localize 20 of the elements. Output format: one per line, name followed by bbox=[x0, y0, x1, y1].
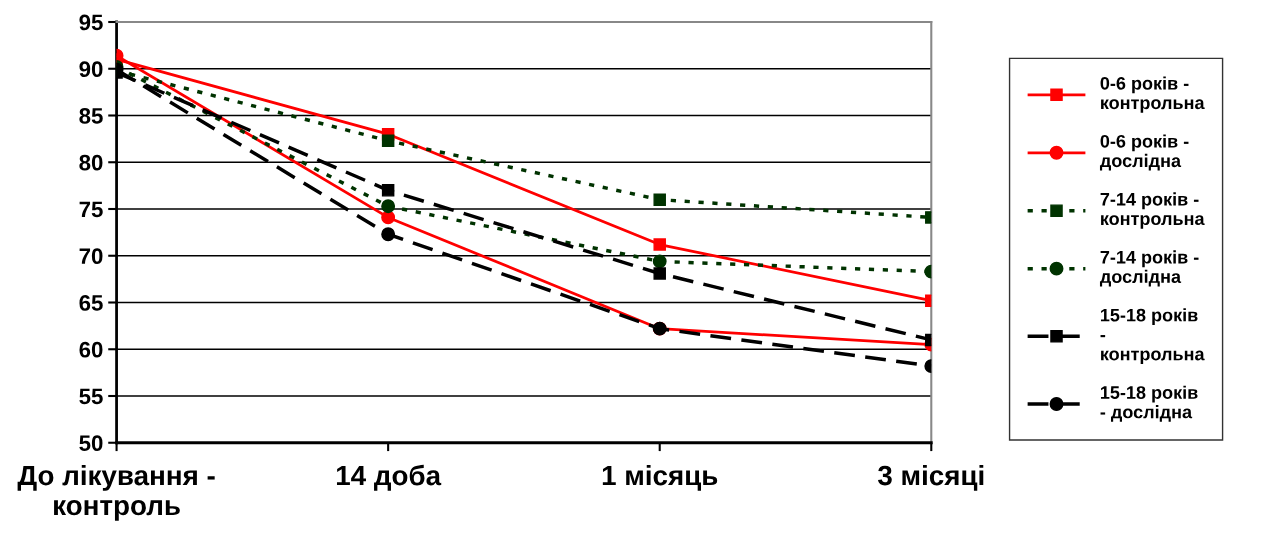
y-tick-label: 80 bbox=[79, 154, 103, 171]
y-tick-label: 85 bbox=[79, 108, 103, 124]
y-tick-label: 70 bbox=[79, 248, 103, 265]
y-tick-label: 50 bbox=[79, 435, 103, 452]
x-tick-label: 1 місяць bbox=[602, 464, 718, 491]
x-tick-label: 14 доба bbox=[336, 464, 442, 491]
x-tick-label: До лікування - контроль bbox=[17, 464, 215, 521]
y-tick-label: 65 bbox=[79, 295, 103, 311]
legend-label: 7-14 років - дослідна bbox=[1099, 250, 1199, 287]
y-tick-label: 90 bbox=[79, 61, 103, 78]
legend-label: 0-6 років - дослідна bbox=[1099, 134, 1189, 171]
y-tick-label: 75 bbox=[79, 201, 103, 218]
legend-label: 0-6 років - контрольна bbox=[1100, 76, 1205, 113]
y-tick-label: 55 bbox=[79, 388, 103, 405]
legend-label: 15-18 років - контрольна bbox=[1100, 308, 1205, 364]
y-tick-label: 60 bbox=[79, 341, 103, 358]
y-tick-label: 95 bbox=[79, 14, 103, 31]
legend-label: 7-14 років - контрольна bbox=[1100, 192, 1205, 229]
x-tick-label: 3 місяці bbox=[877, 464, 984, 491]
legend-label: 15-18 років - дослідна bbox=[1100, 385, 1198, 422]
